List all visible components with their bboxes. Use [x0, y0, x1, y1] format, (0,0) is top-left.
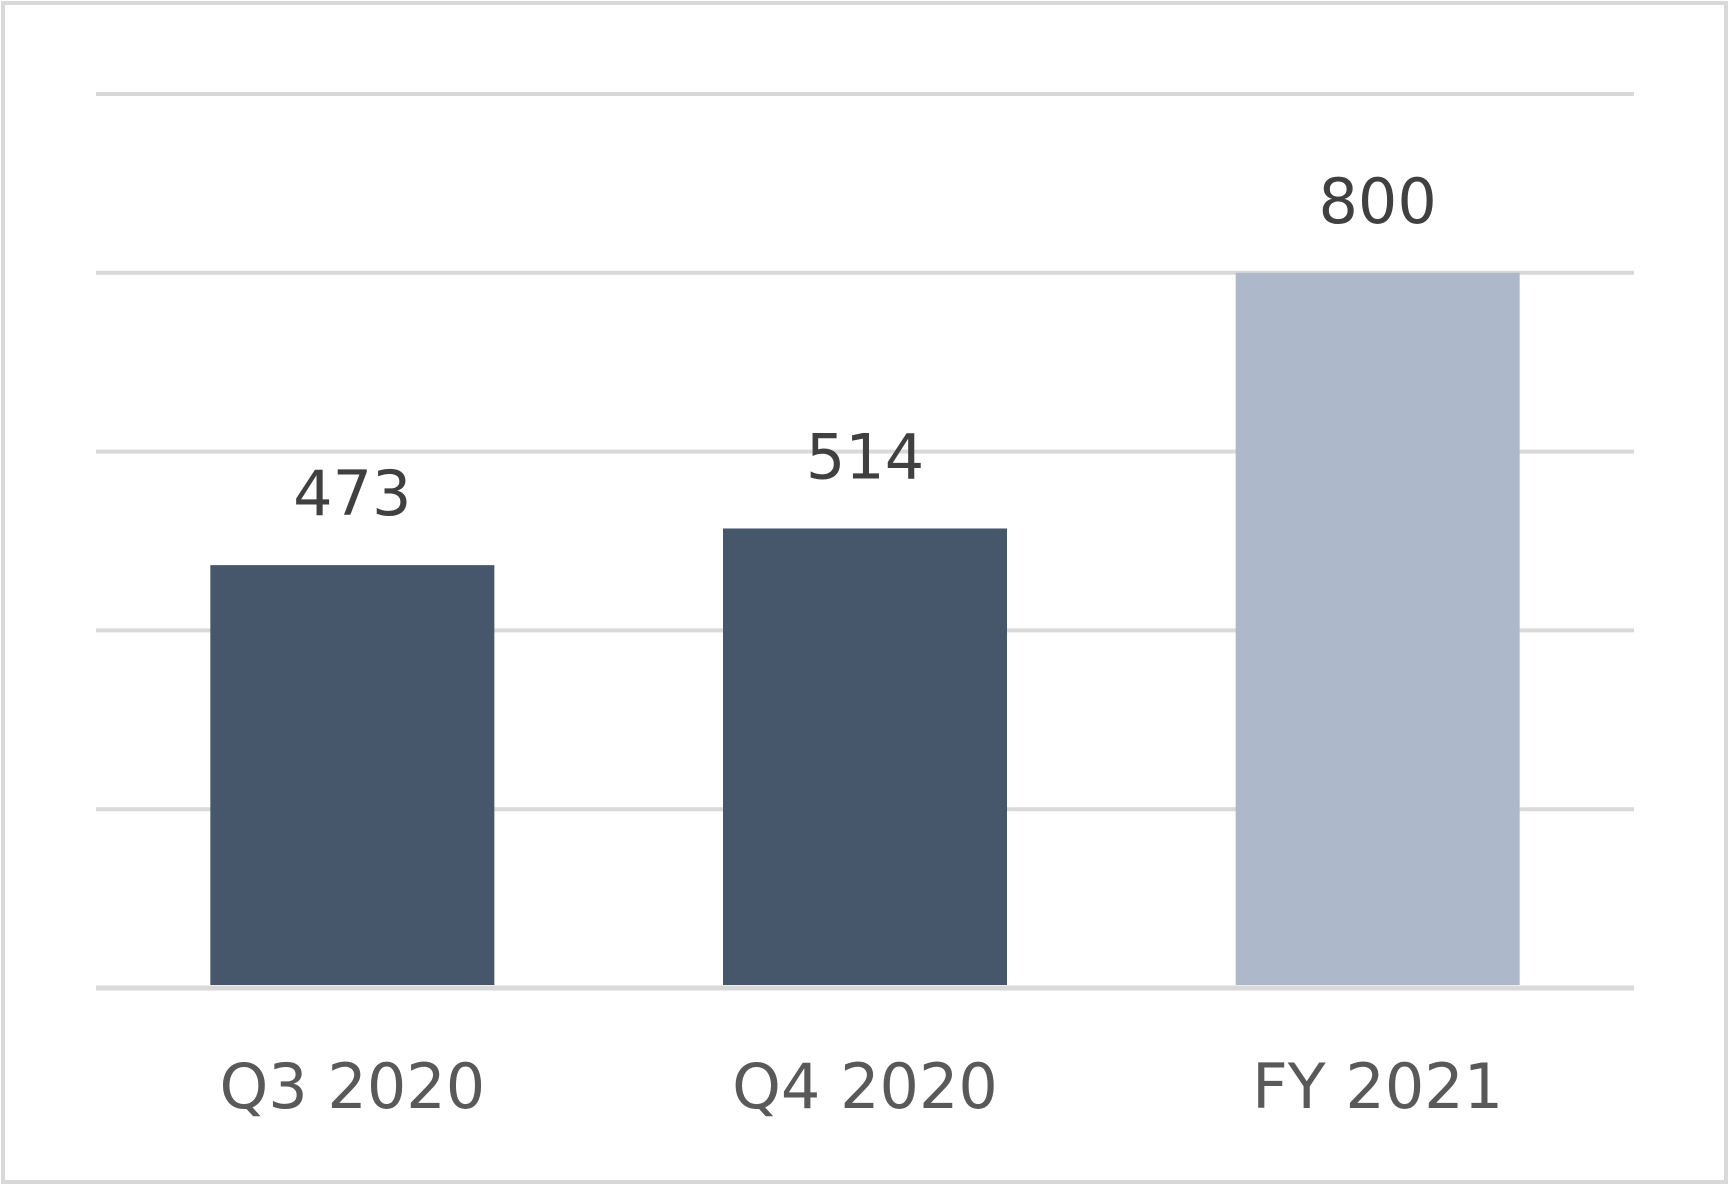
- x-tick-label: Q4 2020: [732, 1050, 998, 1123]
- bar-q3-2020: [210, 565, 495, 985]
- data-label: 800: [1318, 165, 1436, 238]
- bar-q4-2020: [723, 528, 1007, 985]
- bars: [210, 272, 1520, 985]
- data-label: 473: [293, 457, 411, 530]
- bar-fy-2021: [1235, 272, 1520, 985]
- x-axis-tick-labels: Q3 2020 Q4 2020 FY 2021: [219, 1050, 1503, 1123]
- x-tick-label: FY 2021: [1252, 1050, 1503, 1123]
- data-label: 514: [806, 420, 924, 493]
- data-labels: 473 514 800: [293, 165, 1437, 530]
- x-tick-label: Q3 2020: [219, 1050, 485, 1123]
